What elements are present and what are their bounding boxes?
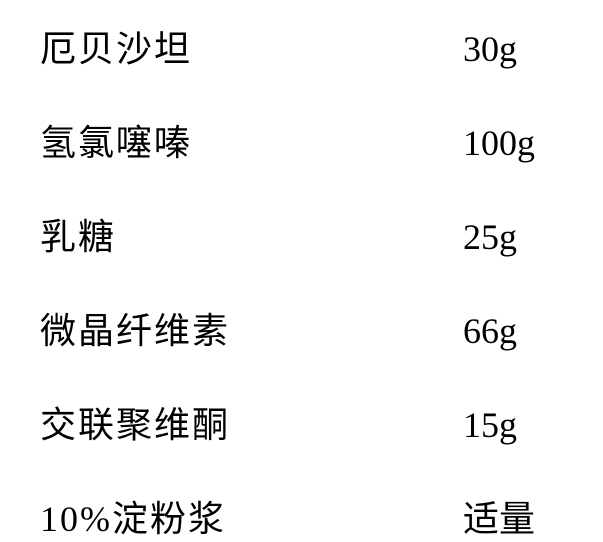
- ingredient-name-label: 乳糖: [40, 208, 116, 260]
- table-row: 氢氯噻嗪 100g: [40, 114, 563, 166]
- ingredient-list: 厄贝沙坦 30g 氢氯噻嗪 100g 乳糖 25g 微晶纤维素 66g 交联聚维…: [40, 20, 563, 542]
- table-row: 乳糖 25g: [40, 208, 563, 260]
- ingredient-name-label: 10%淀粉浆: [40, 490, 226, 542]
- table-row: 微晶纤维素 66g: [40, 302, 563, 354]
- ingredient-amount-label: 66g: [463, 310, 563, 352]
- ingredient-amount-label: 适量: [463, 490, 563, 542]
- table-row: 10%淀粉浆 适量: [40, 490, 563, 542]
- ingredient-amount-label: 15g: [463, 404, 563, 446]
- ingredient-amount-label: 30g: [463, 28, 563, 70]
- ingredient-amount-label: 25g: [463, 216, 563, 258]
- table-row: 厄贝沙坦 30g: [40, 20, 563, 72]
- ingredient-name-label: 微晶纤维素: [40, 302, 230, 354]
- table-row: 交联聚维酮 15g: [40, 396, 563, 448]
- ingredient-amount-label: 100g: [463, 122, 563, 164]
- ingredient-name-label: 交联聚维酮: [40, 396, 230, 448]
- ingredient-name-label: 厄贝沙坦: [40, 20, 192, 72]
- ingredient-name-label: 氢氯噻嗪: [40, 114, 192, 166]
